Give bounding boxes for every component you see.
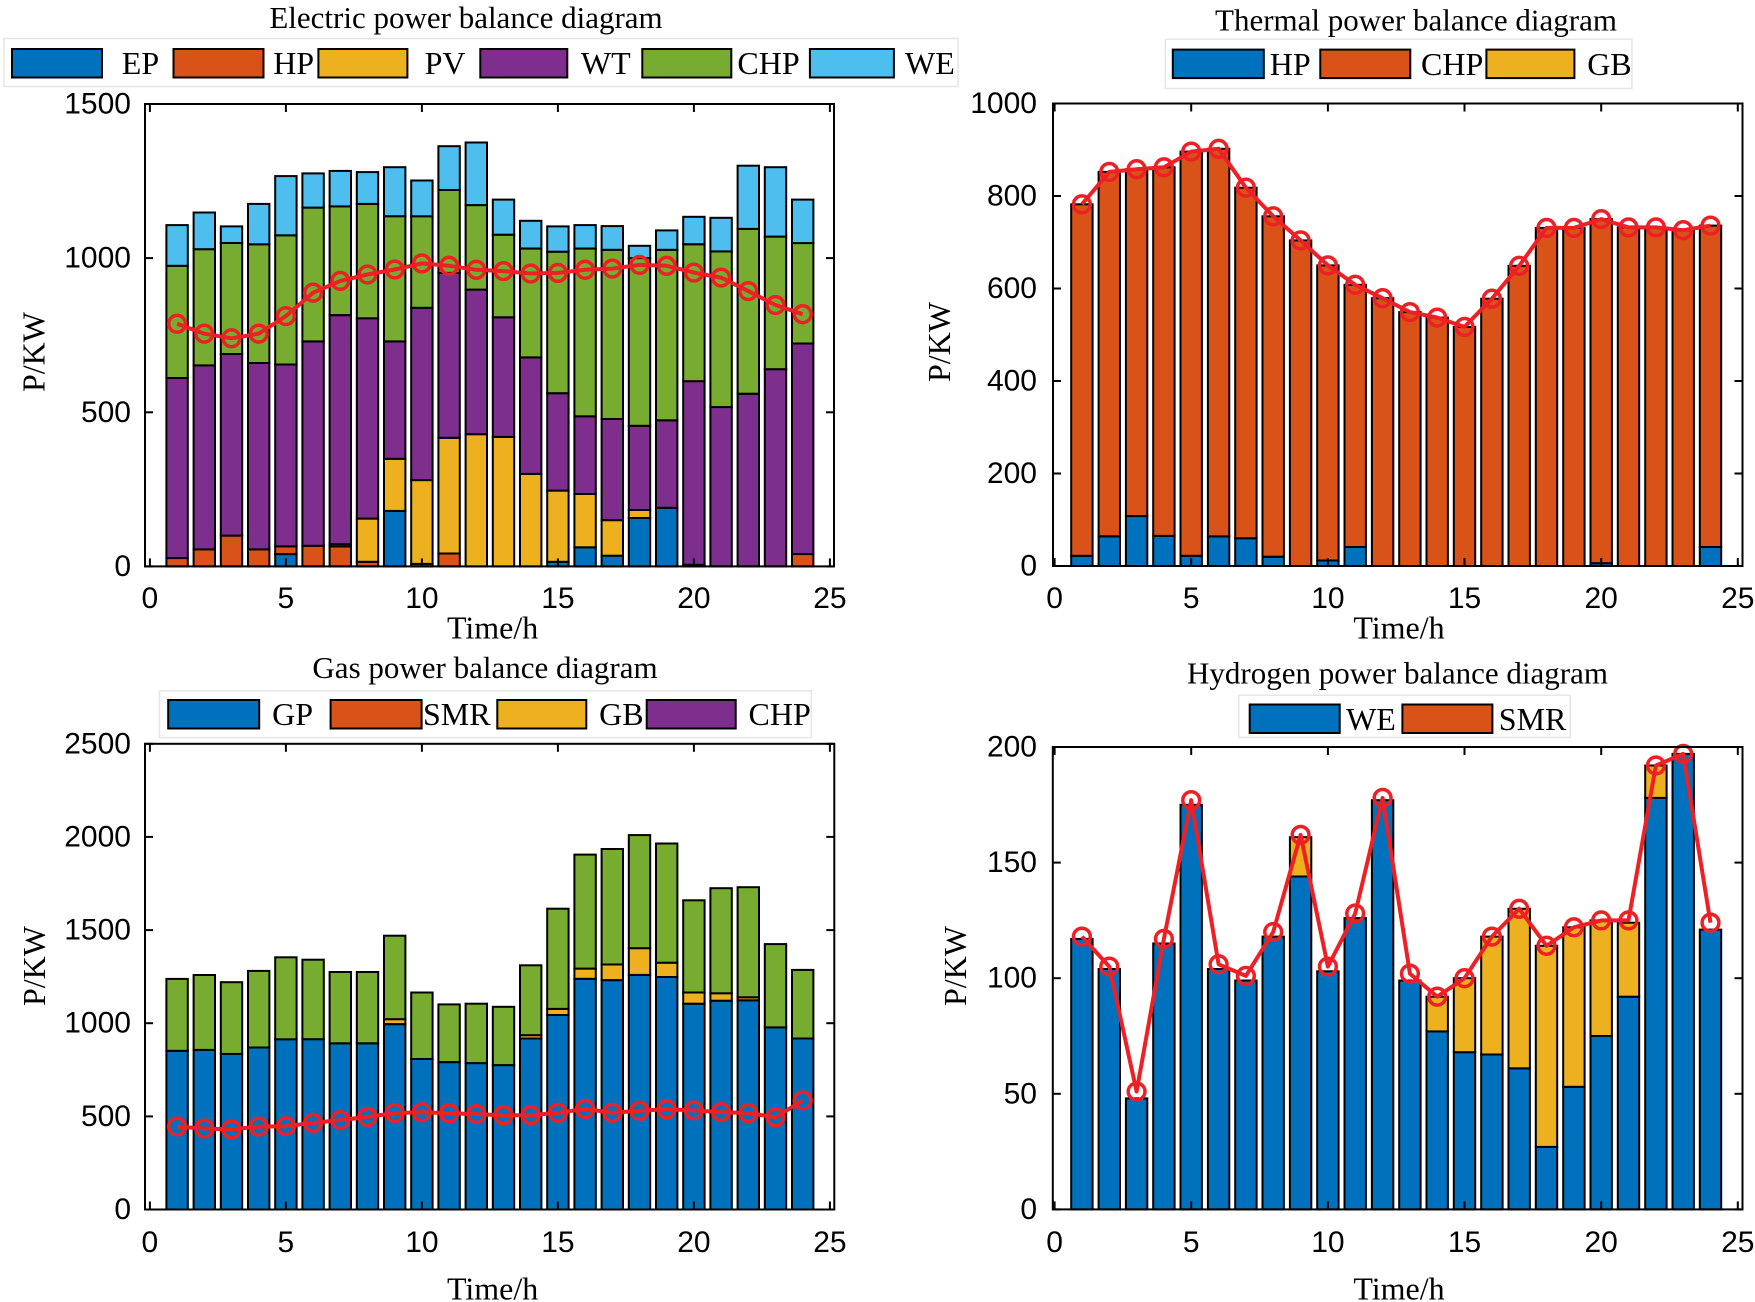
- svg-text:0: 0: [1020, 550, 1037, 583]
- svg-text:800: 800: [987, 180, 1037, 213]
- svg-text:5: 5: [1183, 582, 1200, 615]
- svg-text:5: 5: [278, 1226, 295, 1259]
- svg-text:10: 10: [1311, 1226, 1344, 1259]
- svg-text:SMR: SMR: [1499, 701, 1567, 737]
- svg-text:15: 15: [1448, 1226, 1481, 1259]
- svg-text:CHP: CHP: [749, 696, 811, 732]
- svg-text:P/KW: P/KW: [921, 301, 957, 382]
- svg-text:10: 10: [405, 582, 438, 615]
- svg-text:EP: EP: [122, 45, 159, 81]
- svg-text:Time/h: Time/h: [447, 1271, 538, 1302]
- svg-text:2000: 2000: [64, 820, 131, 853]
- svg-text:0: 0: [142, 1226, 159, 1259]
- svg-text:CHP: CHP: [1421, 46, 1483, 82]
- svg-text:10: 10: [1311, 582, 1344, 615]
- svg-text:1000: 1000: [970, 87, 1037, 120]
- svg-text:10: 10: [405, 1226, 438, 1259]
- svg-text:1500: 1500: [64, 914, 131, 947]
- svg-text:CHP: CHP: [737, 45, 799, 81]
- svg-text:Time/h: Time/h: [447, 610, 538, 646]
- svg-text:SMR: SMR: [423, 696, 491, 732]
- svg-text:0: 0: [1020, 1193, 1037, 1226]
- svg-text:2500: 2500: [64, 727, 131, 760]
- svg-text:Hydrogen power balance diagram: Hydrogen power balance diagram: [1187, 656, 1608, 691]
- svg-text:Gas power balance diagram: Gas power balance diagram: [312, 650, 657, 685]
- svg-text:PV: PV: [425, 45, 466, 81]
- svg-text:1500: 1500: [64, 88, 131, 121]
- svg-text:HP: HP: [273, 45, 314, 81]
- svg-text:200: 200: [987, 731, 1037, 764]
- svg-text:150: 150: [987, 846, 1037, 879]
- svg-text:Time/h: Time/h: [1353, 610, 1444, 646]
- svg-text:15: 15: [1448, 582, 1481, 615]
- svg-text:0: 0: [1046, 582, 1063, 615]
- svg-text:WE: WE: [1346, 701, 1396, 737]
- svg-text:0: 0: [114, 550, 131, 583]
- svg-text:400: 400: [987, 365, 1037, 398]
- svg-text:GB: GB: [599, 696, 643, 732]
- svg-text:P/KW: P/KW: [937, 925, 973, 1006]
- svg-text:50: 50: [1004, 1077, 1037, 1110]
- svg-text:HP: HP: [1270, 46, 1311, 82]
- svg-text:25: 25: [813, 582, 846, 615]
- svg-text:Electric power balance diagram: Electric power balance diagram: [269, 0, 662, 35]
- svg-text:500: 500: [81, 1100, 131, 1133]
- svg-text:25: 25: [1721, 582, 1754, 615]
- svg-text:200: 200: [987, 457, 1037, 490]
- svg-text:Time/h: Time/h: [1353, 1271, 1444, 1302]
- svg-text:20: 20: [677, 1226, 710, 1259]
- svg-text:P/KW: P/KW: [16, 925, 52, 1006]
- svg-text:500: 500: [81, 396, 131, 429]
- svg-text:5: 5: [278, 582, 295, 615]
- svg-text:0: 0: [114, 1193, 131, 1226]
- svg-text:600: 600: [987, 272, 1037, 305]
- svg-text:20: 20: [677, 582, 710, 615]
- svg-text:1000: 1000: [64, 1007, 131, 1040]
- svg-text:25: 25: [813, 1226, 846, 1259]
- svg-text:Thermal power balance diagram: Thermal power balance diagram: [1215, 3, 1617, 38]
- svg-text:20: 20: [1585, 582, 1618, 615]
- svg-text:P/KW: P/KW: [16, 311, 52, 392]
- svg-text:15: 15: [541, 582, 574, 615]
- svg-text:25: 25: [1721, 1226, 1754, 1259]
- svg-text:WT: WT: [581, 45, 631, 81]
- svg-text:WE: WE: [905, 45, 955, 81]
- svg-text:100: 100: [987, 962, 1037, 995]
- svg-text:0: 0: [1046, 1226, 1063, 1259]
- svg-text:5: 5: [1183, 1226, 1200, 1259]
- svg-text:1000: 1000: [64, 242, 131, 275]
- svg-text:15: 15: [541, 1226, 574, 1259]
- svg-text:GB: GB: [1587, 46, 1631, 82]
- svg-text:0: 0: [142, 582, 159, 615]
- svg-text:GP: GP: [272, 696, 313, 732]
- svg-text:20: 20: [1585, 1226, 1618, 1259]
